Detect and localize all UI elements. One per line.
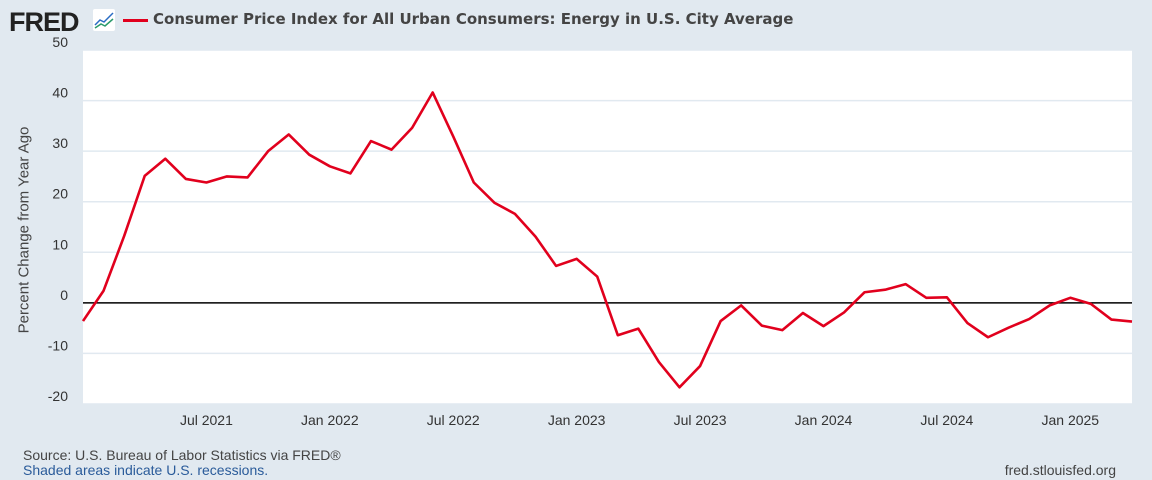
y-tick-label: 10 (52, 236, 68, 252)
x-tick-label: Jul 2024 (920, 412, 973, 428)
x-tick-label: Jan 2025 (1041, 412, 1099, 428)
y-tick-label: 20 (52, 186, 68, 202)
chart-title: Consumer Price Index for All Urban Consu… (153, 10, 794, 28)
y-tick-label: -10 (48, 337, 68, 353)
x-tick-label: Jan 2023 (548, 412, 606, 428)
fred-logo[interactable]: FRED (9, 7, 79, 37)
x-tick-label: Jul 2022 (427, 412, 480, 428)
x-tick-label: Jan 2022 (301, 412, 359, 428)
plot-area (83, 50, 1132, 404)
y-tick-label: -20 (48, 388, 68, 404)
y-tick-label: 50 (52, 34, 68, 50)
recession-note-link[interactable]: Shaded areas indicate U.S. recessions. (23, 462, 269, 478)
source-note: Source: U.S. Bureau of Labor Statistics … (23, 447, 341, 463)
x-tick-label: Jul 2021 (180, 412, 233, 428)
y-tick-label: 30 (52, 135, 68, 151)
trend-chart-icon[interactable] (93, 9, 115, 31)
fred-url[interactable]: fred.stlouisfed.org (1004, 462, 1116, 478)
series-line (81, 91, 1133, 389)
y-tick-label: 40 (52, 85, 68, 101)
x-tick-label: Jul 2023 (674, 412, 727, 428)
x-tick-label: Jan 2024 (795, 412, 853, 428)
y-tick-label: 0 (60, 287, 68, 303)
legend-swatch (123, 19, 148, 22)
